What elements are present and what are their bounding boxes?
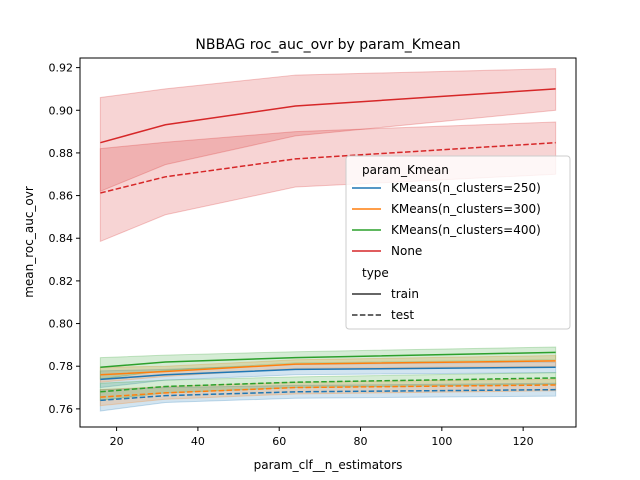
- x-tick-label: 40: [191, 435, 205, 448]
- x-tick-label: 100: [431, 435, 452, 448]
- x-tick-label: 80: [354, 435, 368, 448]
- legend-label-kmeans-n-clusters-300: KMeans(n_clusters=300): [391, 202, 541, 216]
- line-none-train: [100, 88, 556, 144]
- y-tick-label: 0.90: [49, 104, 74, 117]
- y-axis-label: mean_roc_auc_ovr: [22, 186, 36, 298]
- legend-label-none: None: [391, 244, 422, 258]
- line-kmeans-n-clusters-300-test: [100, 384, 556, 398]
- line-kmeans-n-clusters-400-test: [100, 377, 556, 393]
- y-tick-label: 0.78: [49, 360, 74, 373]
- line-kmeans-n-clusters-300-train: [100, 360, 556, 376]
- y-tick-label: 0.92: [49, 62, 74, 75]
- plot-area: [99, 68, 557, 412]
- line-kmeans-n-clusters-400-train: [100, 351, 556, 369]
- y-tick-label: 0.84: [49, 232, 74, 245]
- legend-style-title: type: [362, 266, 389, 280]
- chart-title: NBBAG roc_auc_ovr by param_Kmean: [195, 37, 460, 53]
- y-tick-label: 0.80: [49, 318, 74, 331]
- line-kmeans-n-clusters-250-test: [100, 388, 556, 402]
- y-tick-label: 0.76: [49, 403, 74, 416]
- legend: param_Kmean KMeans(n_clusters=250) KMeans(…: [345, 155, 571, 330]
- legend-label-test: test: [391, 308, 414, 322]
- x-axis-label: param_clf__n_estimators: [254, 458, 403, 472]
- band-none-train: [99, 68, 557, 193]
- y-tick-label: 0.88: [49, 147, 74, 160]
- axes: 20 40 60 80 100 120 0.76 0.78 0.80 0.82 0.84 0.86 0.…: [49, 62, 534, 448]
- x-tick-label: 60: [272, 435, 286, 448]
- legend-label-kmeans-n-clusters-250: KMeans(n_clusters=250): [391, 181, 541, 195]
- legend-label-kmeans-n-clusters-400: KMeans(n_clusters=400): [391, 223, 541, 237]
- plot-frame: [79, 57, 577, 428]
- x-tick-label: 120: [513, 435, 534, 448]
- x-tick-label: 20: [110, 435, 124, 448]
- line-none-test: [100, 141, 556, 194]
- legend-hue-title: param_Kmean: [362, 163, 449, 177]
- y-tick-label: 0.82: [49, 275, 74, 288]
- y-tick-label: 0.86: [49, 190, 74, 203]
- legend-frame: [345, 155, 571, 330]
- line-kmeans-n-clusters-250-train: [100, 366, 556, 381]
- legend-label-train: train: [391, 287, 419, 301]
